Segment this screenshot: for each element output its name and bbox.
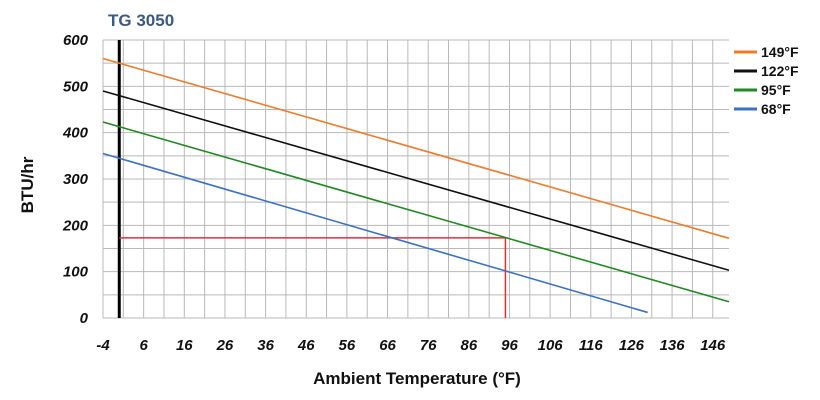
legend: 149°F 122°F 95°F 68°F [734, 44, 799, 117]
series-line-95F [102, 121, 730, 303]
x-tick-label: 136 [660, 337, 686, 354]
reference-lines [117, 40, 507, 318]
y-tick-label: 0 [80, 310, 89, 327]
series-lines [102, 57, 730, 314]
legend-label: 122°F [761, 63, 799, 79]
series-line-149F [102, 57, 730, 240]
y-tick-label: 100 [63, 264, 89, 281]
grid [102, 39, 729, 319]
x-tick-label: 126 [619, 337, 645, 354]
x-axis-title: Ambient Temperature (°F) [313, 369, 521, 388]
series-line-122F [102, 90, 730, 272]
legend-label: 95°F [761, 82, 791, 98]
y-tick-labels: 0 100 200 300 400 500 600 [62, 32, 89, 327]
x-tick-labels: -4 6 16 26 36 46 56 66 76 86 96 106 116 126 136 146 [96, 337, 726, 354]
x-tick-label: 96 [501, 337, 518, 354]
y-axis-title: BTU/hr [18, 156, 37, 213]
chart-title: TG 3050 [108, 11, 174, 30]
x-tick-label: 146 [700, 337, 726, 354]
x-tick-label: 76 [420, 337, 437, 354]
y-tick-label: 400 [62, 125, 89, 142]
x-tick-label: 16 [176, 337, 193, 354]
x-tick-label: 116 [579, 337, 604, 354]
y-tick-label: 300 [63, 171, 89, 188]
x-tick-label: 26 [216, 337, 234, 354]
y-tick-label: 500 [63, 78, 89, 95]
x-tick-label: 56 [339, 337, 356, 354]
legend-label: 68°F [761, 101, 791, 117]
x-tick-label: 46 [297, 337, 315, 354]
legend-label: 149°F [761, 44, 799, 60]
x-tick-label: 66 [379, 337, 396, 354]
x-tick-label: 6 [139, 337, 148, 354]
series-line-68F [102, 152, 648, 314]
y-tick-label: 200 [62, 217, 89, 234]
x-tick-label: 106 [538, 337, 564, 354]
x-tick-label: 86 [461, 337, 478, 354]
x-tick-label: -4 [96, 337, 110, 354]
y-tick-label: 600 [63, 32, 89, 49]
x-tick-label: 36 [257, 337, 274, 354]
